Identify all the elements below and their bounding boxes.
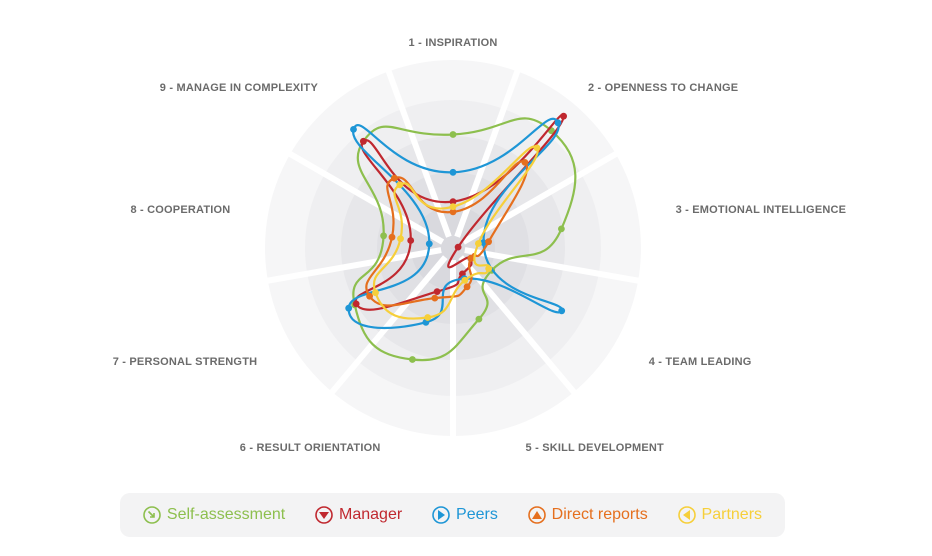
- data-point: [475, 240, 482, 247]
- series-line: [352, 117, 577, 362]
- data-point: [425, 240, 433, 248]
- data-point: [433, 288, 441, 295]
- legend-item-peers[interactable]: Peers: [432, 506, 498, 524]
- data-point: [521, 159, 529, 166]
- data-point: [409, 356, 416, 363]
- data-point: [449, 168, 457, 176]
- direct-reports-icon: [527, 506, 546, 524]
- series-partners: [372, 144, 541, 321]
- legend-label: Self-assessment: [166, 506, 286, 523]
- data-point: [366, 292, 373, 300]
- data-point: [372, 289, 379, 297]
- data-point: [475, 315, 483, 323]
- series-layer: [345, 112, 577, 363]
- legend-item-partners[interactable]: Partners: [677, 506, 763, 524]
- legend-item-manager[interactable]: Manager: [315, 506, 402, 524]
- data-point: [380, 232, 387, 240]
- data-point: [391, 174, 398, 182]
- sector-separator: [328, 255, 448, 396]
- partners-icon: [677, 506, 696, 524]
- sector-separator: [265, 247, 442, 284]
- data-point: [388, 233, 396, 241]
- legend-item-direct-reports[interactable]: Direct reports: [527, 506, 648, 524]
- axis-label: 9 - MANAGE IN COMPLEXITY: [160, 82, 319, 94]
- data-point: [533, 144, 541, 152]
- axis-label: 2 - OPENNESS TO CHANGE: [588, 82, 738, 94]
- radar-background: [265, 60, 641, 438]
- data-point: [407, 237, 415, 244]
- data-point: [396, 181, 404, 189]
- data-point: [449, 203, 457, 211]
- axis-label: 7 - PERSONAL STRENGTH: [113, 356, 258, 368]
- data-point: [397, 235, 404, 243]
- axis-label: 3 - EMOTIONAL INTELLIGENCE: [676, 204, 847, 216]
- data-point: [485, 238, 492, 246]
- data-point: [558, 225, 565, 233]
- series-line: [372, 145, 539, 320]
- peers-icon: [432, 506, 450, 524]
- manager-icon: [315, 506, 333, 524]
- sector-separator: [461, 150, 620, 245]
- data-point: [449, 208, 457, 216]
- legend-label: Peers: [456, 506, 498, 523]
- data-point: [424, 314, 432, 321]
- legend-label: Manager: [339, 506, 403, 523]
- series-direct-reports: [365, 159, 529, 307]
- series-manager: [352, 112, 567, 311]
- data-point: [560, 112, 567, 120]
- data-point: [350, 125, 357, 133]
- series-line: [365, 160, 528, 307]
- legend-label: Direct reports: [551, 506, 648, 523]
- axis-label: 4 - TEAM LEADING: [649, 356, 752, 368]
- data-point: [454, 243, 462, 251]
- axis-label: 5 - SKILL DEVELOPMENT: [526, 442, 665, 454]
- data-point: [449, 198, 457, 206]
- data-point: [360, 137, 367, 145]
- axis-label: 8 - COOPERATION: [130, 204, 230, 216]
- data-point: [480, 239, 487, 247]
- legend-item-self-assessment[interactable]: Self-assessment: [143, 506, 285, 524]
- data-point: [461, 276, 469, 284]
- data-point: [485, 265, 493, 272]
- sector-separator: [464, 247, 641, 284]
- data-point: [449, 131, 457, 138]
- data-point: [431, 294, 439, 302]
- series-line: [354, 113, 565, 311]
- data-point: [554, 119, 562, 127]
- data-point: [558, 307, 566, 315]
- sector-separator: [286, 150, 445, 245]
- axis-label: 6 - RESULT ORIENTATION: [240, 442, 381, 454]
- self-assessment-icon: [143, 506, 161, 524]
- legend-label: Partners: [701, 506, 763, 523]
- series-line: [347, 117, 563, 330]
- data-point: [467, 254, 475, 262]
- data-point: [463, 283, 471, 291]
- axis-label: 1 - INSPIRATION: [409, 37, 498, 49]
- legend: Self-assessment Manager Peers Direct rep…: [120, 493, 785, 537]
- data-point: [352, 300, 360, 308]
- data-point: [345, 304, 353, 312]
- axis-labels: 1 - INSPIRATION 2 - OPENNESS TO CHANGE 3 -…: [113, 37, 846, 454]
